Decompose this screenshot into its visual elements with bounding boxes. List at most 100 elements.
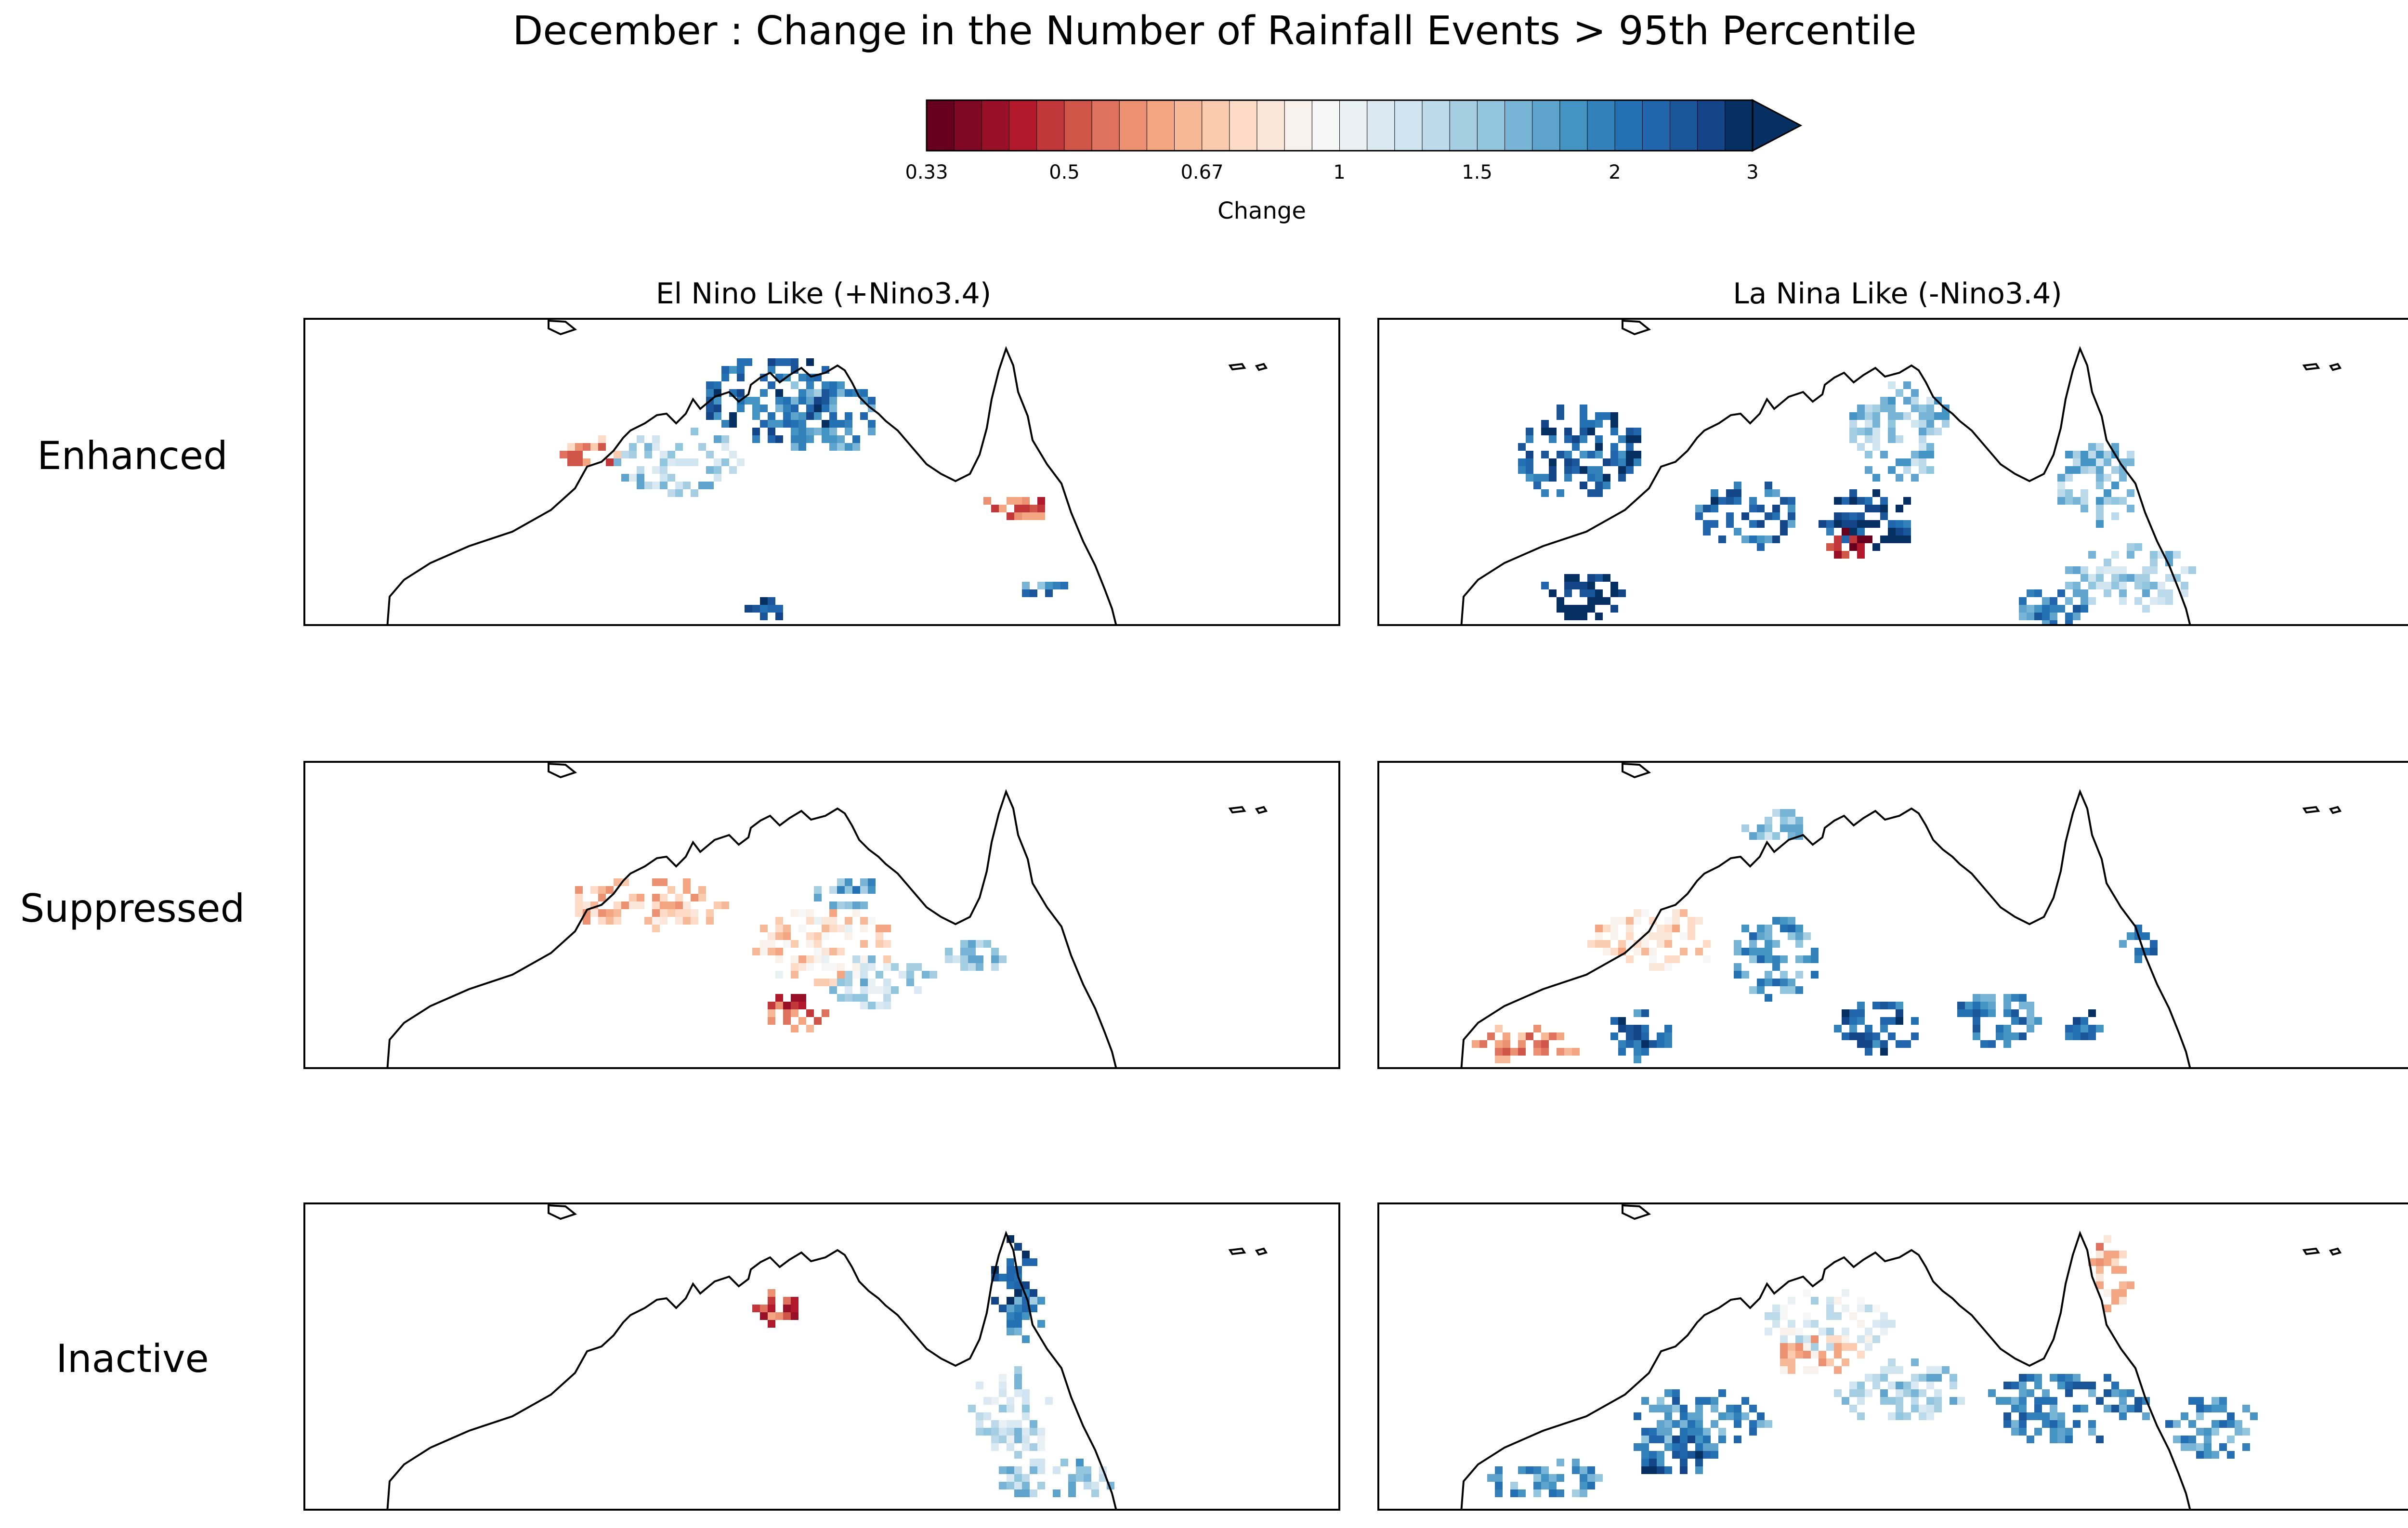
change-cell [1842,497,1849,505]
change-cell [798,435,806,443]
change-cell [845,886,852,894]
change-cell [2019,1017,2027,1025]
change-cell [1007,1420,1014,1428]
change-cell [1672,1451,1680,1459]
change-cell [1030,1289,1037,1297]
change-cell [791,909,798,917]
change-cell [2096,1436,2104,1443]
change-cell [2019,613,2027,620]
change-cell [1973,1017,1980,1025]
change-cell [583,458,590,466]
change-cell [1888,1320,1896,1328]
colorbar-tick-2: 0.67 [1180,161,1224,183]
change-cell [2235,1428,2242,1436]
change-cell [1857,543,1865,551]
change-cell [2003,1420,2011,1428]
change-cell [1014,1243,1022,1251]
change-cell [1911,1382,1919,1389]
change-cell [1664,1443,1672,1451]
change-cell [1526,428,1533,435]
change-cell [1872,1374,1880,1382]
change-cell [906,971,914,979]
change-cell [1857,1009,1865,1017]
change-cell [837,420,845,428]
change-cell [868,428,876,435]
change-cell [2196,1443,2204,1451]
change-cell [1973,1002,1980,1009]
change-cell [1973,1025,1980,1032]
change-cell [999,505,1007,512]
change-cell [1610,1032,1618,1040]
change-cell [1084,1482,1091,1489]
change-cell [837,389,845,397]
change-cell [845,412,852,420]
change-cell [1788,1366,1795,1374]
change-cell [2111,497,2119,505]
change-cell [706,909,714,917]
change-cell [1903,497,1911,505]
change-cell [1634,451,1641,458]
change-cell [1865,1032,1872,1040]
change-cell [1014,1482,1022,1489]
change-cell [1980,1009,1988,1017]
change-cell [1988,1040,1996,1048]
change-cell [1811,1297,1819,1305]
change-cell [1795,1335,1803,1343]
change-cell [1919,1374,1926,1382]
change-cell [1664,1405,1672,1412]
change-cell [1772,505,1780,512]
change-cell [1618,451,1626,458]
change-cell [1849,543,1857,551]
change-cell [1603,948,1610,955]
change-cell [2119,474,2127,482]
change-cell [2027,1009,2034,1017]
change-cell [2034,613,2042,620]
change-cell [2165,589,2173,597]
change-cell [2111,482,2119,489]
change-cell [1950,1382,1957,1389]
change-cell [1741,535,1749,543]
change-cell [2034,1428,2042,1436]
change-cell [1765,824,1772,832]
change-cell [806,1025,814,1032]
change-cell [1811,1320,1819,1328]
change-cell [675,458,683,466]
change-cell [1711,489,1718,497]
map-panel-suppressed-el-nino [303,761,1340,1069]
change-cell [791,940,798,948]
change-cell [1780,1366,1788,1374]
change-cell [1580,605,1587,613]
island-outline [2329,363,2342,371]
change-cell [2011,1017,2019,1025]
change-cell [1857,1335,1865,1343]
change-cell [714,405,721,412]
change-cell [1037,505,1045,512]
change-cell [1053,1489,1060,1497]
change-cell [2088,574,2096,582]
change-cell [2127,543,2134,551]
change-cell [737,374,745,381]
change-cell [768,381,775,389]
change-cell [814,979,822,986]
change-cell [752,948,760,955]
change-cell [1030,512,1037,520]
change-cell [1580,435,1587,443]
change-cell [852,971,860,979]
change-cell [806,917,814,925]
change-cell [2104,1258,2111,1266]
change-cell [1695,1443,1703,1451]
change-cell [1580,1474,1587,1482]
change-cell [1022,497,1030,505]
change-cell [1872,405,1880,412]
change-cell [675,894,683,901]
change-cell [829,963,837,971]
change-cell [1680,1412,1688,1420]
change-cell [683,886,691,894]
change-cell [2050,1374,2057,1382]
change-cell [721,443,729,451]
change-cell [1811,948,1819,955]
change-cell [1726,489,1734,497]
change-cell [1849,535,1857,543]
change-cell [1788,925,1795,932]
change-cell [2188,566,2196,574]
